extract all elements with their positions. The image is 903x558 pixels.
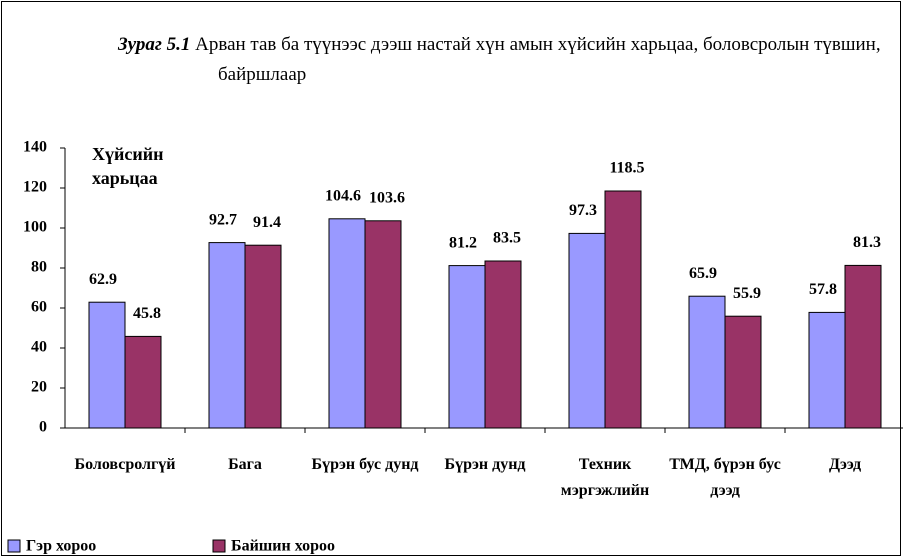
x-tick-label: Бүрэн бус дунд <box>311 456 419 473</box>
data-label: 62.9 <box>89 271 117 288</box>
y-tick-label: 120 <box>23 179 47 196</box>
legend-swatch <box>212 539 226 553</box>
bar <box>724 315 762 429</box>
data-label: 55.9 <box>733 285 761 302</box>
x-tick-label: Бага <box>228 456 262 473</box>
y-tick-label: 80 <box>31 259 47 276</box>
data-label: 103.6 <box>369 189 405 206</box>
chart-title: Зураг 5.1 Арван тав ба түүнээс дээш наст… <box>118 30 893 90</box>
x-tick-label: ТМД, бүрэн бус дээд <box>669 456 781 499</box>
y-tick-label: 100 <box>23 219 47 236</box>
data-label: 83.5 <box>493 230 521 247</box>
data-label: 81.3 <box>853 234 881 251</box>
bar <box>88 301 126 429</box>
legend-swatch <box>7 539 21 553</box>
data-label: 104.6 <box>325 187 361 204</box>
data-label: 65.9 <box>689 265 717 282</box>
data-label: 97.3 <box>569 202 597 219</box>
x-tick-label: Техник мэргэжлийн <box>560 456 650 499</box>
x-tick-label: Бүрэн дунд <box>444 456 526 473</box>
bar <box>808 311 846 429</box>
y-axis-label: Хүйсийн харьцаа <box>92 144 164 188</box>
bar <box>844 264 882 429</box>
title-text: Арван тав ба түүнээс дээш настай хүн амы… <box>195 34 881 85</box>
bar <box>568 232 606 429</box>
y-tick-label: 60 <box>31 299 47 316</box>
legend-label: Байшин хороо <box>231 538 335 555</box>
x-tick-label: Дээд <box>828 456 862 473</box>
bar <box>208 242 246 429</box>
bar <box>484 260 522 429</box>
data-label: 91.4 <box>253 214 281 231</box>
bar <box>448 265 486 429</box>
legend-label: Гэр хороо <box>26 538 96 555</box>
y-tick-label: 140 <box>23 139 47 156</box>
data-label: 118.5 <box>609 160 644 177</box>
bar <box>604 190 642 429</box>
bar <box>124 335 162 429</box>
data-label: 81.2 <box>449 234 477 251</box>
bar <box>244 244 282 429</box>
bar <box>364 220 402 429</box>
bar <box>328 218 366 429</box>
data-label: 45.8 <box>133 305 161 322</box>
figure-label: Зураг 5.1 <box>118 34 191 55</box>
y-tick-label: 20 <box>31 379 47 396</box>
x-tick-label: Боловсролгүй <box>74 456 176 473</box>
data-label: 92.7 <box>209 211 237 228</box>
y-tick-label: 40 <box>31 339 47 356</box>
bar <box>688 295 726 429</box>
y-tick-label: 0 <box>39 419 47 436</box>
data-label: 57.8 <box>809 281 837 298</box>
